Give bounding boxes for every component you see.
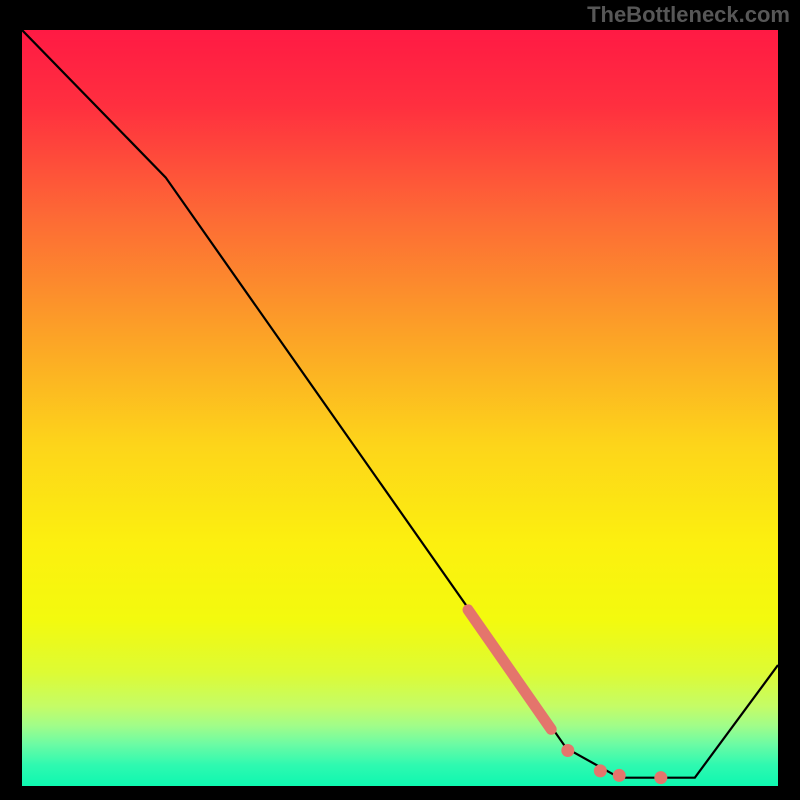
highlight-dot <box>613 769 626 782</box>
chart-frame: TheBottleneck.com <box>0 0 800 800</box>
bottleneck-curve <box>22 30 778 778</box>
highlight-dot <box>561 744 574 757</box>
highlight-segment <box>468 610 551 729</box>
highlight-dot <box>594 764 607 777</box>
chart-overlay <box>22 30 778 786</box>
plot-area <box>22 30 778 786</box>
watermark-text: TheBottleneck.com <box>587 2 790 28</box>
highlight-dot <box>654 771 667 784</box>
